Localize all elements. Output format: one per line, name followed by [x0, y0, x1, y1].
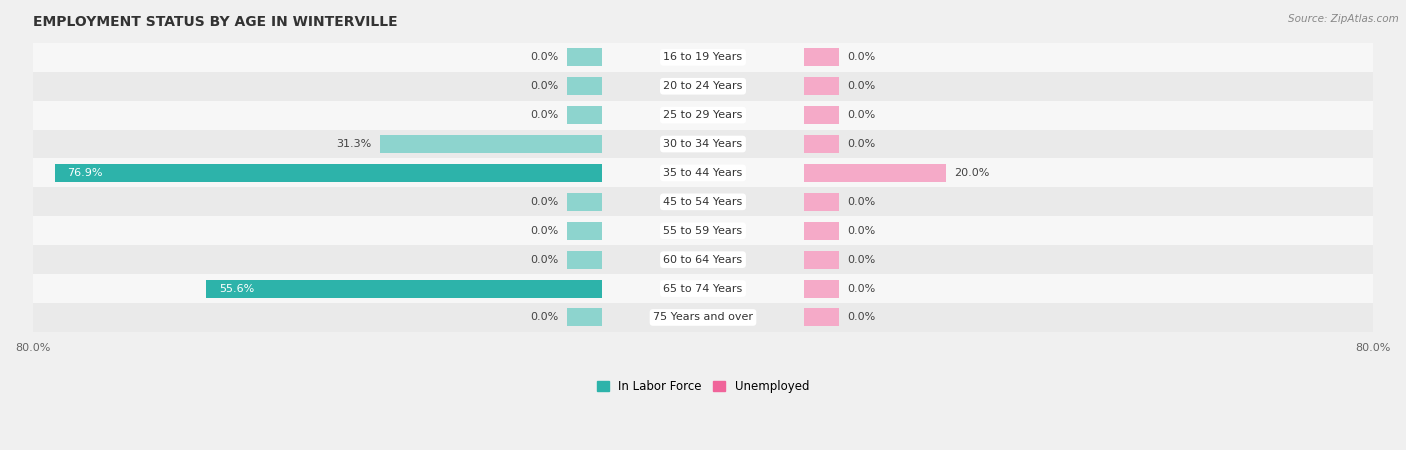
Bar: [32, 187, 1374, 216]
Text: 0.0%: 0.0%: [530, 81, 558, 91]
Text: 55.6%: 55.6%: [219, 284, 254, 293]
Text: 0.0%: 0.0%: [530, 110, 558, 120]
Bar: [567, 222, 602, 240]
Text: 0.0%: 0.0%: [848, 139, 876, 149]
Text: 31.3%: 31.3%: [336, 139, 371, 149]
Text: 16 to 19 Years: 16 to 19 Years: [664, 52, 742, 63]
Text: 20 to 24 Years: 20 to 24 Years: [664, 81, 742, 91]
Bar: [804, 135, 839, 153]
Bar: [32, 158, 1374, 187]
Text: 0.0%: 0.0%: [848, 110, 876, 120]
Bar: [32, 245, 1374, 274]
Text: 60 to 64 Years: 60 to 64 Years: [664, 255, 742, 265]
Text: 0.0%: 0.0%: [848, 226, 876, 236]
Text: 0.0%: 0.0%: [848, 284, 876, 293]
Text: 75 Years and over: 75 Years and over: [652, 312, 754, 323]
Bar: [567, 77, 602, 95]
Text: 0.0%: 0.0%: [530, 226, 558, 236]
Bar: [380, 135, 602, 153]
Bar: [32, 216, 1374, 245]
Text: 0.0%: 0.0%: [530, 197, 558, 207]
Bar: [804, 309, 839, 326]
Text: 0.0%: 0.0%: [848, 255, 876, 265]
Text: 0.0%: 0.0%: [848, 197, 876, 207]
Text: 0.0%: 0.0%: [530, 52, 558, 63]
Text: 25 to 29 Years: 25 to 29 Years: [664, 110, 742, 120]
Text: EMPLOYMENT STATUS BY AGE IN WINTERVILLE: EMPLOYMENT STATUS BY AGE IN WINTERVILLE: [32, 15, 398, 29]
Text: 0.0%: 0.0%: [848, 312, 876, 323]
Text: 0.0%: 0.0%: [530, 312, 558, 323]
Bar: [804, 49, 839, 66]
Text: 76.9%: 76.9%: [67, 168, 103, 178]
Text: 0.0%: 0.0%: [848, 81, 876, 91]
Bar: [32, 101, 1374, 130]
Bar: [207, 279, 602, 297]
Bar: [55, 164, 602, 182]
Bar: [804, 193, 839, 211]
Legend: In Labor Force, Unemployed: In Labor Force, Unemployed: [592, 375, 814, 398]
Bar: [32, 72, 1374, 101]
Text: 65 to 74 Years: 65 to 74 Years: [664, 284, 742, 293]
Bar: [32, 130, 1374, 158]
Text: 0.0%: 0.0%: [848, 52, 876, 63]
Text: 45 to 54 Years: 45 to 54 Years: [664, 197, 742, 207]
Bar: [804, 77, 839, 95]
Text: 0.0%: 0.0%: [530, 255, 558, 265]
Text: Source: ZipAtlas.com: Source: ZipAtlas.com: [1288, 14, 1399, 23]
Bar: [804, 164, 946, 182]
Text: 35 to 44 Years: 35 to 44 Years: [664, 168, 742, 178]
Bar: [804, 222, 839, 240]
Bar: [567, 251, 602, 269]
Bar: [804, 251, 839, 269]
Bar: [32, 274, 1374, 303]
Bar: [567, 49, 602, 66]
Bar: [32, 303, 1374, 332]
Text: 55 to 59 Years: 55 to 59 Years: [664, 226, 742, 236]
Text: 30 to 34 Years: 30 to 34 Years: [664, 139, 742, 149]
Bar: [32, 43, 1374, 72]
Bar: [804, 106, 839, 124]
Bar: [567, 193, 602, 211]
Bar: [567, 309, 602, 326]
Bar: [567, 106, 602, 124]
Bar: [804, 279, 839, 297]
Text: 20.0%: 20.0%: [955, 168, 990, 178]
